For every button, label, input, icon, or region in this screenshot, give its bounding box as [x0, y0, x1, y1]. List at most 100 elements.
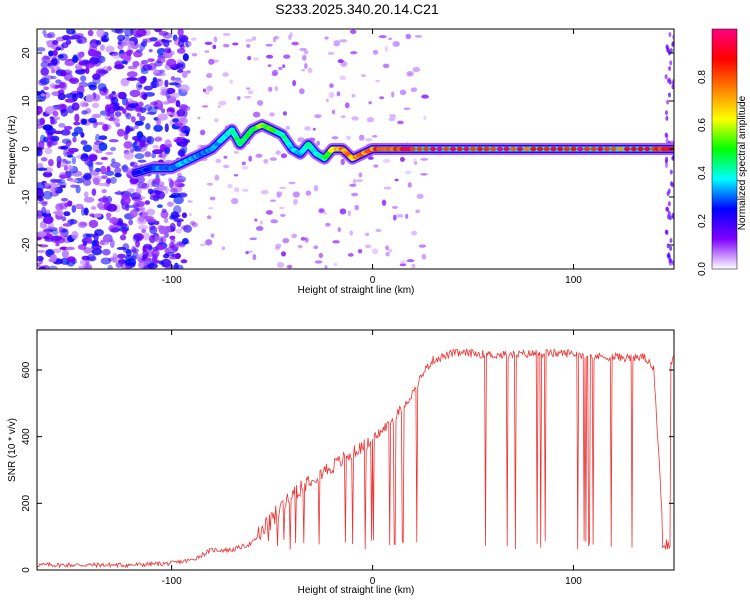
noise-blob — [175, 228, 183, 234]
noise-blob — [204, 50, 210, 53]
noise-blob — [136, 112, 142, 117]
noise-blob — [57, 182, 67, 187]
noise-blob — [666, 253, 670, 259]
noise-blob — [106, 203, 118, 212]
noise-blob — [87, 237, 93, 244]
noise-blob — [106, 166, 111, 173]
noise-blob — [42, 215, 54, 224]
noise-blob — [137, 159, 147, 163]
noise-blob — [666, 207, 670, 213]
noise-blob — [60, 197, 69, 202]
noise-blob — [80, 75, 87, 82]
noise-blob — [392, 40, 400, 47]
noise-blob — [75, 33, 84, 38]
noise-blob — [136, 81, 143, 91]
noise-blob — [328, 91, 335, 99]
noise-blob — [110, 161, 121, 169]
noise-blob — [144, 151, 152, 158]
noise-blob — [94, 229, 104, 237]
noise-blob — [164, 231, 169, 238]
noise-blob — [270, 219, 278, 224]
noise-blob — [671, 80, 674, 86]
noise-blob — [93, 213, 102, 218]
noise-blob — [163, 39, 170, 48]
noise-blob — [105, 151, 114, 155]
noise-blob — [218, 100, 227, 106]
noise-blob — [71, 230, 79, 240]
noise-blob — [65, 246, 75, 251]
noise-blob — [87, 29, 94, 37]
noise-blob — [175, 99, 181, 108]
noise-blob — [169, 241, 175, 249]
noise-blob — [354, 204, 359, 211]
noise-blob — [406, 259, 415, 263]
ridge-point — [623, 146, 631, 152]
noise-blob — [241, 161, 246, 166]
noise-blob — [86, 254, 96, 262]
noise-blob — [668, 65, 672, 71]
noise-blob — [59, 184, 67, 189]
noise-blob — [189, 221, 196, 226]
noise-blob — [339, 39, 348, 43]
noise-blob — [105, 178, 112, 184]
noise-blob — [168, 194, 178, 199]
noise-blob — [145, 136, 152, 143]
noise-blob — [143, 243, 152, 249]
noise-blob — [344, 102, 350, 109]
noise-blob — [668, 92, 672, 98]
noise-blob — [64, 60, 75, 67]
noise-blob — [664, 110, 668, 116]
noise-blob — [272, 69, 279, 76]
noise-blob — [125, 112, 132, 120]
noise-blob — [143, 85, 153, 91]
noise-blob — [367, 156, 374, 160]
noise-blob — [46, 227, 58, 232]
noise-blob — [396, 213, 404, 218]
noise-blob — [155, 78, 164, 87]
noise-blob — [263, 159, 269, 164]
noise-blob — [664, 132, 668, 138]
noise-blob — [349, 230, 354, 236]
noise-blob — [74, 113, 80, 123]
ridge-point — [469, 146, 477, 152]
noise-blob — [139, 78, 146, 84]
noise-blob — [145, 37, 153, 43]
noise-blob — [42, 124, 53, 131]
noise-blob — [416, 193, 424, 200]
noise-blob — [147, 58, 155, 63]
noise-blob — [72, 136, 77, 143]
noise-blob — [292, 79, 297, 87]
noise-blob — [40, 67, 50, 76]
colorbar-tick-label: 0.6 — [697, 118, 708, 132]
ridge-point — [516, 146, 524, 152]
noise-blob — [137, 84, 143, 88]
noise-blob — [91, 93, 101, 102]
noise-blob — [100, 257, 112, 265]
noise-blob — [146, 208, 156, 216]
noise-blob — [122, 248, 133, 254]
noise-blob — [667, 188, 671, 194]
noise-blob — [276, 261, 285, 268]
noise-blob — [128, 219, 134, 226]
noise-blob — [212, 59, 219, 63]
noise-blob — [671, 212, 674, 218]
noise-blob — [364, 138, 373, 142]
spectrogram-y-label: Frequency (Hz) — [7, 116, 18, 185]
noise-blob — [366, 117, 375, 123]
noise-blob — [39, 117, 46, 126]
noise-blob — [371, 248, 379, 255]
noise-blob — [358, 134, 365, 141]
noise-blob — [96, 29, 105, 38]
noise-blob — [39, 265, 46, 269]
ridge-point — [496, 146, 504, 152]
noise-blob — [318, 208, 325, 214]
noise-blob — [304, 237, 309, 243]
noise-blob — [77, 221, 88, 228]
noise-blob — [352, 178, 356, 185]
noise-blob — [93, 177, 100, 186]
noise-blob — [248, 250, 253, 254]
noise-blob — [325, 98, 329, 103]
noise-blob — [222, 43, 230, 48]
noise-blob — [197, 116, 201, 120]
noise-blob — [214, 174, 220, 181]
